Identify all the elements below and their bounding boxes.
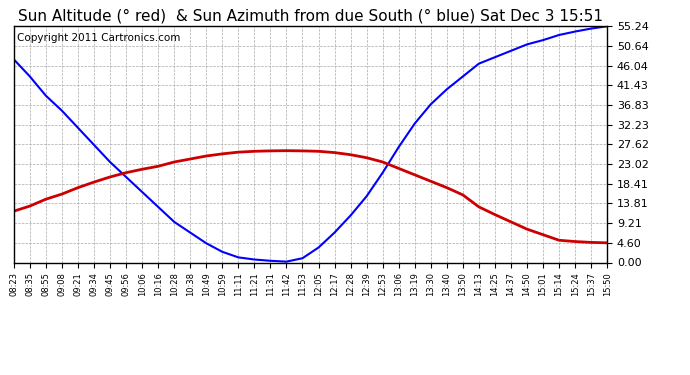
Title: Sun Altitude (° red)  & Sun Azimuth from due South (° blue) Sat Dec 3 15:51: Sun Altitude (° red) & Sun Azimuth from … <box>18 9 603 24</box>
Text: Copyright 2011 Cartronics.com: Copyright 2011 Cartronics.com <box>17 33 180 44</box>
